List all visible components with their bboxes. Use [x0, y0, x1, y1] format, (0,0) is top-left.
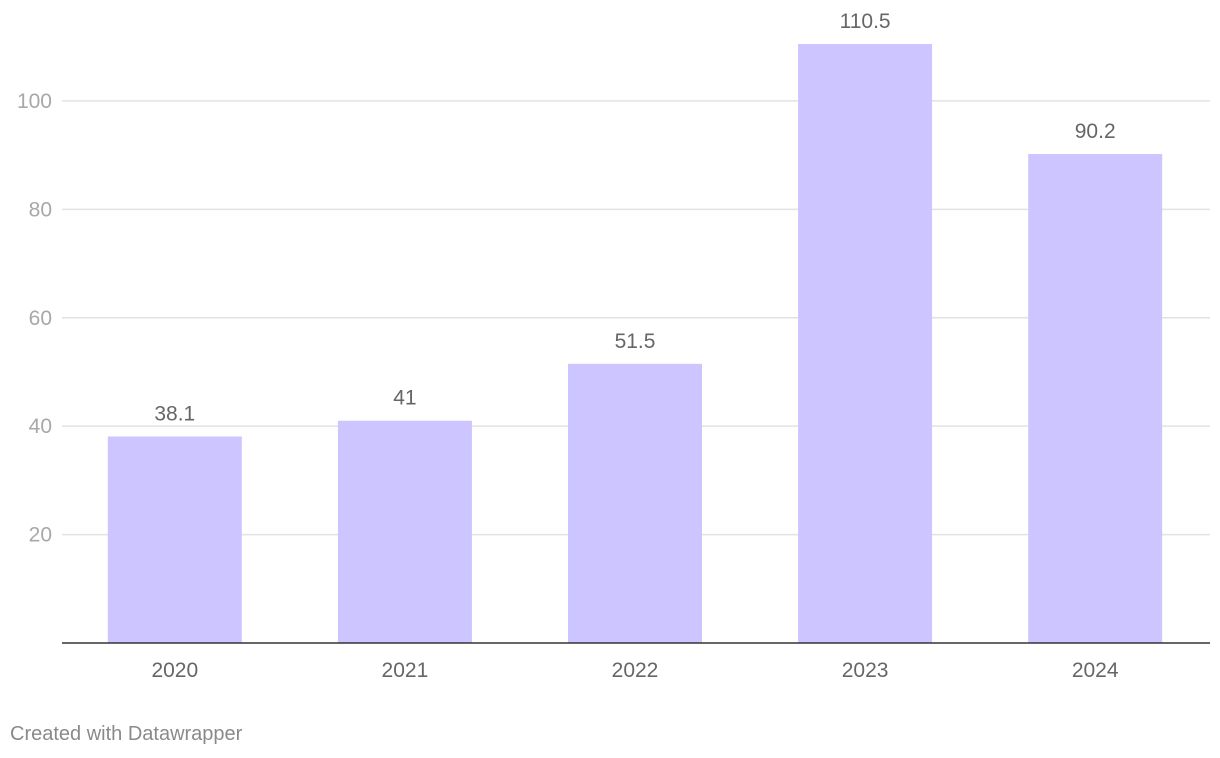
bar — [1028, 154, 1163, 643]
bar-chart: 20 40 60 80 100 38.1 2020 41 2021 51.5 2022 110.5 20… — [17, 10, 1210, 682]
bar-value-label: 38.1 — [154, 402, 195, 425]
bar — [798, 44, 933, 643]
bar — [337, 420, 472, 643]
bar — [107, 436, 242, 643]
x-tick-label: 2020 — [151, 659, 198, 682]
x-tick-label: 2024 — [1072, 659, 1119, 682]
y-tick-label: 100 — [17, 90, 52, 113]
bar-value-label: 51.5 — [615, 330, 656, 353]
y-tick-label: 80 — [29, 198, 52, 221]
bar-value-label: 90.2 — [1075, 120, 1116, 143]
bar-value-label: 110.5 — [840, 10, 891, 33]
x-tick-label: 2021 — [382, 659, 429, 682]
x-tick-label: 2023 — [842, 659, 889, 682]
y-tick-label: 60 — [29, 307, 52, 330]
bar — [568, 363, 702, 643]
credit-text: Created with Datawrapper — [10, 723, 243, 745]
bar-value-label: 41 — [393, 387, 416, 410]
y-tick-label: 40 — [29, 415, 52, 438]
x-tick-label: 2022 — [612, 659, 659, 682]
y-tick-label: 20 — [29, 524, 52, 547]
